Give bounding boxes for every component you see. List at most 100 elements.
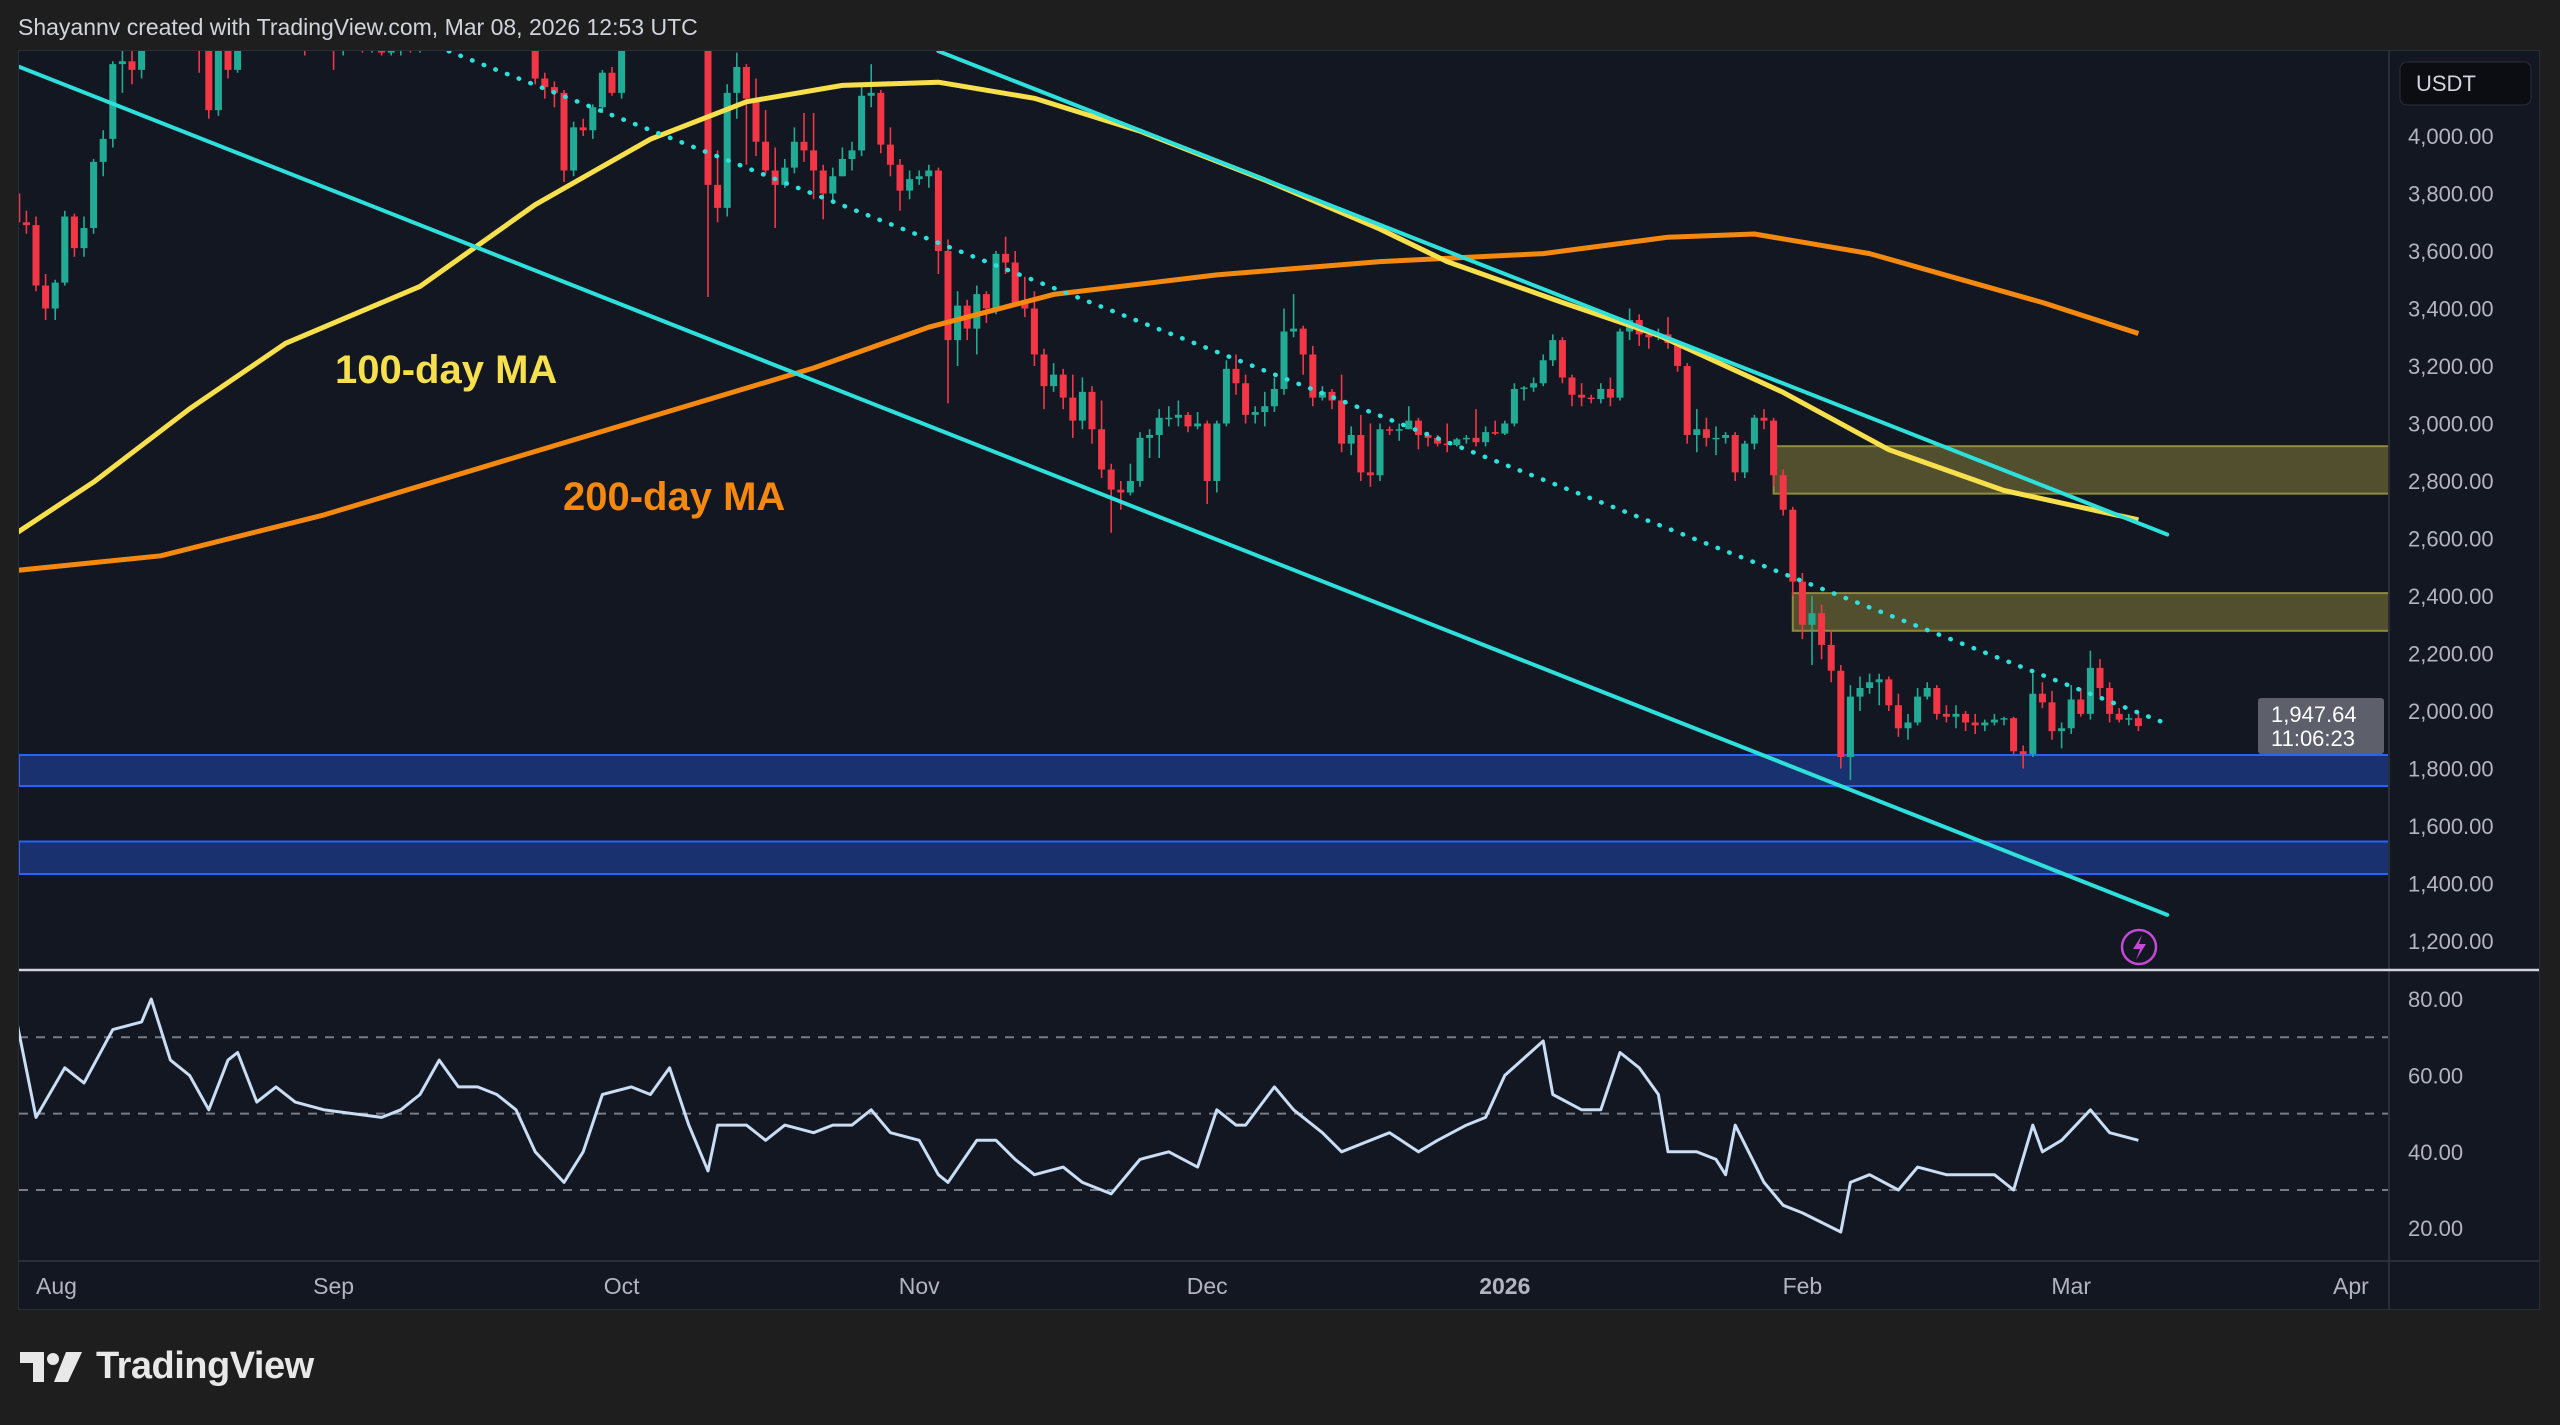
candle-body <box>877 92 885 145</box>
time-axis[interactable]: Aug Sep Oct Nov Dec 2026 Feb Mar Apr <box>36 1273 2369 1299</box>
candle <box>1866 673 1874 694</box>
candle <box>1395 423 1403 441</box>
candle-body <box>1914 696 1922 723</box>
candle <box>99 130 107 177</box>
candle-body <box>579 127 587 131</box>
candle-body <box>1693 429 1701 435</box>
price-tick-label: 1,800.00 <box>2408 757 2494 782</box>
candle <box>292 0 299 4</box>
candle <box>378 51 386 56</box>
dotted-trendline[interactable] <box>446 51 2170 727</box>
time-tick-label: Nov <box>899 1273 940 1299</box>
candle-body <box>1338 400 1346 444</box>
candle <box>934 167 942 274</box>
rsi-line[interactable] <box>17 997 2139 1234</box>
candle <box>1472 409 1480 447</box>
candle <box>2134 713 2142 732</box>
candle <box>1098 400 1106 479</box>
candle-body <box>704 51 712 185</box>
candle-body <box>858 95 866 151</box>
candle <box>531 51 539 85</box>
rsi-axis[interactable]: 80.00 60.00 40.00 20.00 <box>2408 987 2463 1241</box>
candle-body <box>733 67 741 93</box>
candle <box>32 216 40 292</box>
candle <box>1405 406 1413 430</box>
candle <box>1510 383 1518 427</box>
ma100-line[interactable] <box>17 79 2139 535</box>
candle <box>1232 354 1240 395</box>
chart-frame[interactable] <box>18 50 2540 1310</box>
candle-body <box>800 141 808 151</box>
last-price-label: 1,947.64 11:06:23 <box>2258 698 2384 754</box>
candle <box>1942 705 1950 723</box>
candle <box>167 0 174 12</box>
candle-body <box>340 41 347 47</box>
candle-body <box>1232 368 1240 384</box>
channel-trendline[interactable] <box>17 64 2170 917</box>
candle-body <box>70 216 78 249</box>
candle-body <box>685 0 692 4</box>
candle <box>925 164 933 188</box>
candle <box>2058 722 2066 749</box>
candle <box>1683 363 1691 444</box>
candle-body <box>1952 713 1960 717</box>
candle <box>1357 414 1365 481</box>
candle-body <box>925 170 933 177</box>
candle-body <box>2106 688 2114 714</box>
yellow-zone[interactable] <box>1791 592 2389 632</box>
candle <box>1597 383 1605 404</box>
candle-body <box>1549 340 1557 361</box>
candle-body <box>2086 667 2094 714</box>
price-axis[interactable]: 4,000.00 3,800.00 3,600.00 3,400.00 3,200.00… <box>2408 124 2494 954</box>
candle <box>1616 328 1624 401</box>
candle <box>973 285 981 355</box>
currency-label: USDT <box>2416 71 2476 96</box>
candle <box>704 51 712 297</box>
candle-body <box>829 176 837 194</box>
candle <box>954 291 962 366</box>
candle-body <box>138 51 146 70</box>
candle-body <box>1510 389 1518 424</box>
blue-zone[interactable] <box>19 840 2389 876</box>
candle <box>371 51 373 53</box>
currency-button[interactable]: USDT <box>2399 61 2532 106</box>
candle <box>1568 374 1576 407</box>
candle-body <box>205 51 213 111</box>
candle-body <box>954 305 962 341</box>
candle <box>1155 409 1163 458</box>
blue-zone[interactable] <box>19 753 2389 788</box>
candle <box>118 51 126 93</box>
candles-layer <box>19 0 2142 780</box>
candle-body <box>1203 423 1211 481</box>
yellow-zone[interactable] <box>1772 445 2389 495</box>
channel-trendline[interactable] <box>936 51 2170 537</box>
candle-body <box>1165 417 1173 420</box>
rsi-layer <box>17 997 2139 1234</box>
candle-body <box>1731 435 1739 473</box>
candle <box>1501 420 1509 435</box>
candle <box>387 51 395 56</box>
candle-body <box>186 0 193 15</box>
candle-body <box>1760 417 1768 421</box>
candle <box>1386 426 1394 435</box>
candle <box>19 193 21 223</box>
candle-body <box>522 0 529 4</box>
candle-body <box>541 78 549 88</box>
candle-body <box>2019 751 2027 755</box>
time-tick-label: 2026 <box>1479 1273 1530 1299</box>
candle-body <box>1424 435 1432 438</box>
candle <box>1750 414 1758 450</box>
candle-body <box>1462 437 1470 440</box>
candle <box>992 251 1000 315</box>
ma200-line[interactable] <box>17 231 2140 573</box>
candle <box>1578 383 1586 407</box>
candle-body <box>1434 437 1442 444</box>
candle <box>858 84 866 157</box>
candle <box>2019 745 2027 769</box>
tradingview-logo[interactable]: TradingView <box>20 1345 314 1388</box>
candle <box>637 0 644 10</box>
alert-icon[interactable] <box>2120 928 2158 966</box>
candle-body <box>1030 308 1038 355</box>
candle-body <box>1050 374 1058 387</box>
